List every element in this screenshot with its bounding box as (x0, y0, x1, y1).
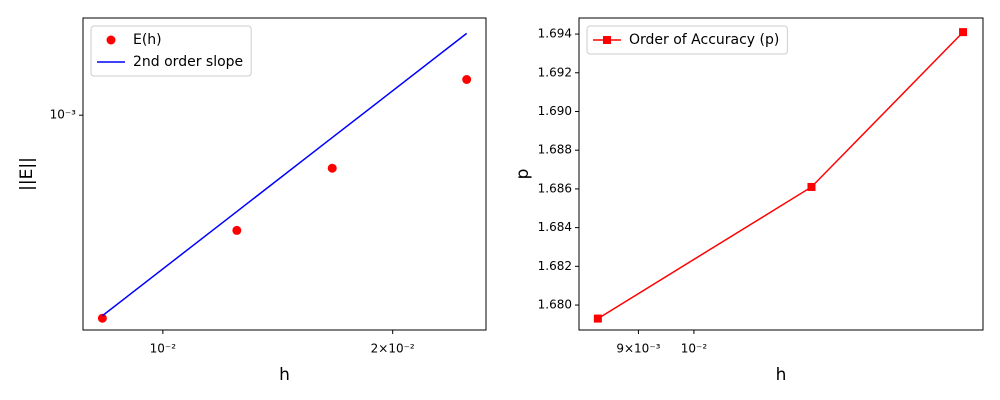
y-axis-label: p (513, 169, 533, 180)
y-tick-label: 1.690 (538, 104, 572, 118)
y-tick-label: 1.688 (538, 143, 572, 157)
marker (327, 163, 337, 173)
marker (97, 313, 107, 323)
x-tick-label: 10⁻² (150, 342, 177, 356)
y-axis-label: ||E|| (17, 157, 37, 191)
marker (959, 28, 968, 37)
legend-label: Order of Accuracy (p) (629, 32, 779, 48)
x-tick-label: 2×10⁻² (371, 342, 415, 356)
y-tick-label: 1.684 (538, 220, 572, 234)
legend-frame (90, 25, 252, 77)
y-tick-label: 1.686 (538, 181, 572, 195)
legend-label: E(h) (133, 32, 162, 48)
x-axis-label: h (776, 365, 787, 385)
marker (593, 314, 602, 323)
y-tick-label: 10⁻³ (50, 108, 77, 122)
plot-area (578, 17, 984, 331)
y-tick-label: 1.692 (538, 65, 572, 79)
series-line (597, 31, 964, 320)
plot-area (82, 17, 487, 331)
marker (462, 75, 472, 85)
legend: E(h) 2nd order slope (90, 25, 252, 77)
legend-frame (586, 25, 788, 55)
legend-marker (106, 35, 116, 45)
series-line (101, 32, 468, 317)
marker (807, 182, 816, 191)
y-tick-label: 1.694 (538, 27, 572, 41)
y-tick-label: 1.680 (538, 298, 572, 312)
x-tick-label: 9×10⁻³ (616, 342, 660, 356)
legend-marker (603, 36, 611, 44)
legend: Order of Accuracy (p) (586, 25, 788, 55)
x-tick-label: 10⁻² (681, 342, 708, 356)
legend-label: 2nd order slope (133, 54, 243, 70)
x-axis-label: h (279, 365, 290, 385)
marker (232, 225, 242, 235)
y-tick-label: 1.682 (538, 259, 572, 273)
